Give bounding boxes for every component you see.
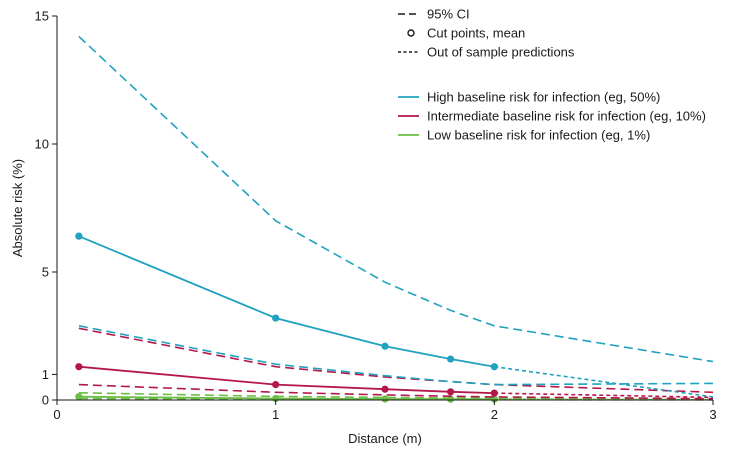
high-cut-point (75, 232, 83, 240)
high-mean-line (78, 235, 495, 368)
low-ci-upper-line (78, 392, 714, 401)
legend-oos-label: Out of sample predictions (427, 45, 575, 60)
y-tick-label: 5 (42, 265, 49, 280)
high-cut-point (447, 355, 455, 363)
intermediate-cut-point (447, 388, 455, 396)
intermediate-cut-point (272, 381, 280, 389)
intermediate-cut-point (490, 389, 498, 397)
y-tick-label: 15 (35, 9, 49, 24)
legend-low-label: Low baseline risk for infection (eg, 1%) (427, 128, 650, 143)
x-tick-label: 0 (53, 407, 60, 422)
x-tick-label: 1 (272, 407, 279, 422)
plot-area (75, 35, 714, 403)
y-tick-label: 10 (35, 137, 49, 152)
legend-high-label: High baseline risk for infection (eg, 50… (427, 90, 660, 105)
low-cut-point (75, 393, 83, 401)
legend-ci-label: 95% CI (427, 7, 470, 22)
x-tick-label: 3 (709, 407, 716, 422)
legend-cut-label: Cut points, mean (427, 26, 525, 41)
x-tick-label: 2 (491, 407, 498, 422)
legend-intermediate-label: Intermediate baseline risk for infection… (427, 109, 706, 124)
high-oos-line (494, 365, 714, 398)
intermediate-cut-point (381, 385, 389, 393)
high-cut-point (490, 363, 498, 371)
high-cut-point (381, 342, 389, 350)
legend-cut-key (407, 29, 415, 37)
low-cut-point (447, 395, 455, 403)
intermediate-ci-upper-line (78, 327, 714, 394)
high-cut-point (272, 314, 280, 322)
x-axis-title: Distance (m) (348, 431, 422, 446)
intermediate-oos-line (494, 392, 714, 399)
intermediate-cut-point (75, 363, 83, 371)
y-tick-label: 0 (42, 393, 49, 408)
intermediate-ci-lower-line (78, 383, 714, 400)
low-cut-point (381, 395, 389, 403)
high-ci-upper-line (78, 35, 714, 363)
y-axis-title: Absolute risk (%) (10, 159, 25, 257)
legend: 95% CI Cut points, mean Out of sample pred… (398, 7, 706, 143)
y-tick-label: 1 (42, 367, 49, 382)
high-ci-lower-line (78, 325, 714, 386)
